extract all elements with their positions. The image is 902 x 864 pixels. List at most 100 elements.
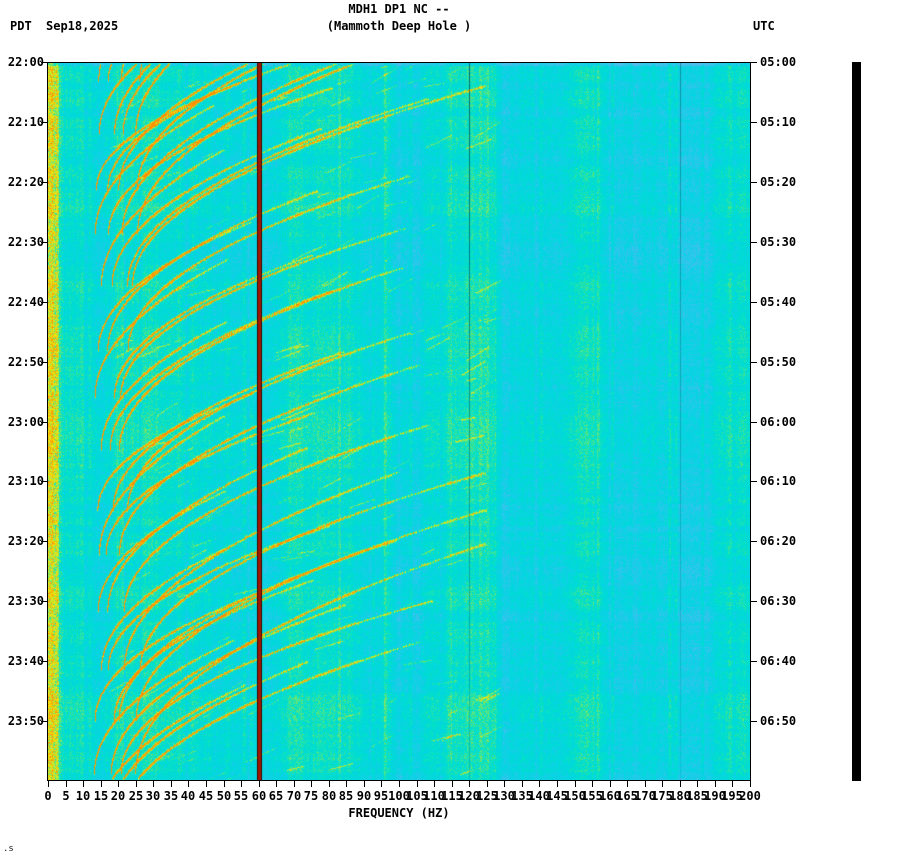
right-scale-bar bbox=[852, 62, 861, 781]
left-axis-tick-label: 23:30 bbox=[7, 594, 44, 608]
left-axis-tick-label: 23:00 bbox=[7, 415, 44, 429]
x-axis-tick-label: 165 bbox=[616, 789, 638, 803]
x-axis-tick bbox=[259, 781, 260, 787]
right-axis-tick-label: 06:30 bbox=[760, 594, 797, 608]
left-axis-tick-label: 22:10 bbox=[7, 115, 44, 129]
x-axis-tick bbox=[434, 781, 435, 787]
x-axis-tick bbox=[136, 781, 137, 787]
left-axis-tick bbox=[41, 541, 47, 542]
left-axis-tick bbox=[41, 661, 47, 662]
x-axis-tick-label: 50 bbox=[216, 789, 232, 803]
left-axis-tick bbox=[41, 62, 47, 63]
left-axis-tick bbox=[41, 601, 47, 602]
left-axis-tick-label: 23:40 bbox=[7, 654, 44, 668]
timezone-right-label: UTC bbox=[753, 19, 775, 33]
x-axis-tick-label: 80 bbox=[321, 789, 337, 803]
right-axis-tick bbox=[751, 661, 757, 662]
right-axis-tick bbox=[751, 422, 757, 423]
right-axis-tick-label: 06:40 bbox=[760, 654, 797, 668]
left-axis-tick bbox=[41, 721, 47, 722]
x-axis-tick-label: 190 bbox=[704, 789, 726, 803]
left-axis-tick bbox=[41, 422, 47, 423]
spectrogram-canvas bbox=[48, 63, 750, 780]
x-axis-tick bbox=[575, 781, 576, 787]
right-axis-tick bbox=[751, 362, 757, 363]
right-axis-tick-label: 05:20 bbox=[760, 175, 797, 189]
x-axis-tick-label: 170 bbox=[634, 789, 656, 803]
x-axis-tick-label: 175 bbox=[651, 789, 673, 803]
x-axis-tick bbox=[311, 781, 312, 787]
right-axis-tick bbox=[751, 242, 757, 243]
x-axis-tick bbox=[153, 781, 154, 787]
right-axis-tick bbox=[751, 541, 757, 542]
date-label: Sep18,2025 bbox=[46, 19, 119, 33]
x-axis-tick bbox=[188, 781, 189, 787]
x-axis-tick-label: 155 bbox=[581, 789, 603, 803]
left-axis-tick bbox=[41, 122, 47, 123]
right-axis-tick bbox=[751, 481, 757, 482]
x-axis-tick-label: 100 bbox=[388, 789, 410, 803]
x-axis-tick bbox=[750, 781, 751, 787]
x-axis-tick-label: 20 bbox=[110, 789, 126, 803]
x-axis-tick bbox=[206, 781, 207, 787]
right-axis-tick bbox=[751, 182, 757, 183]
x-axis-tick bbox=[276, 781, 277, 787]
x-axis-tick bbox=[487, 781, 488, 787]
x-axis-tick bbox=[66, 781, 67, 787]
x-axis-tick-label: 140 bbox=[528, 789, 550, 803]
right-axis-tick-label: 05:30 bbox=[760, 235, 797, 249]
x-axis-tick-label: 95 bbox=[373, 789, 389, 803]
x-axis-tick-label: 85 bbox=[338, 789, 354, 803]
x-axis-tick bbox=[381, 781, 382, 787]
left-axis-tick bbox=[41, 242, 47, 243]
x-axis-tick-label: 30 bbox=[145, 789, 161, 803]
x-axis-tick bbox=[118, 781, 119, 787]
x-axis-tick-label: 130 bbox=[493, 789, 515, 803]
x-axis-tick-label: 125 bbox=[476, 789, 498, 803]
left-axis-tick bbox=[41, 481, 47, 482]
x-axis-tick bbox=[364, 781, 365, 787]
x-axis-tick bbox=[645, 781, 646, 787]
x-axis-tick bbox=[224, 781, 225, 787]
x-axis-tick-label: 75 bbox=[303, 789, 319, 803]
x-axis-tick-label: 160 bbox=[599, 789, 621, 803]
left-axis-tick-label: 23:50 bbox=[7, 714, 44, 728]
right-axis-tick bbox=[751, 721, 757, 722]
x-axis-tick-label: 55 bbox=[233, 789, 249, 803]
x-axis-tick bbox=[48, 781, 49, 787]
x-axis-tick bbox=[469, 781, 470, 787]
x-axis-tick-label: 150 bbox=[564, 789, 586, 803]
x-axis-tick-label: 65 bbox=[268, 789, 284, 803]
left-axis-tick bbox=[41, 362, 47, 363]
left-axis-tick bbox=[41, 182, 47, 183]
x-axis-tick bbox=[715, 781, 716, 787]
x-axis-label: FREQUENCY (HZ) bbox=[348, 806, 450, 820]
x-axis-tick-label: 115 bbox=[441, 789, 463, 803]
x-axis-tick bbox=[346, 781, 347, 787]
x-axis-tick-label: 135 bbox=[511, 789, 533, 803]
left-axis-tick-label: 23:10 bbox=[7, 474, 44, 488]
left-axis-tick-label: 22:40 bbox=[7, 295, 44, 309]
x-axis-tick-label: 180 bbox=[669, 789, 691, 803]
timezone-left-label: PDT bbox=[10, 19, 32, 33]
plot-area bbox=[47, 62, 751, 781]
x-axis-tick-label: 120 bbox=[458, 789, 480, 803]
x-axis-tick bbox=[680, 781, 681, 787]
x-axis-tick-label: 5 bbox=[62, 789, 70, 803]
x-axis-tick-label: 200 bbox=[739, 789, 761, 803]
x-axis-tick bbox=[662, 781, 663, 787]
left-axis-tick-label: 22:50 bbox=[7, 355, 44, 369]
x-axis-tick bbox=[732, 781, 733, 787]
left-axis-tick-label: 22:30 bbox=[7, 235, 44, 249]
x-axis-tick bbox=[171, 781, 172, 787]
right-axis-tick-label: 06:50 bbox=[760, 714, 797, 728]
x-axis-tick-label: 25 bbox=[128, 789, 144, 803]
right-axis-tick bbox=[751, 62, 757, 63]
x-axis-tick-label: 105 bbox=[406, 789, 428, 803]
x-axis-tick-label: 15 bbox=[93, 789, 109, 803]
right-axis-tick bbox=[751, 601, 757, 602]
right-axis-tick-label: 05:40 bbox=[760, 295, 797, 309]
right-axis-tick-label: 06:20 bbox=[760, 534, 797, 548]
x-axis-tick bbox=[329, 781, 330, 787]
